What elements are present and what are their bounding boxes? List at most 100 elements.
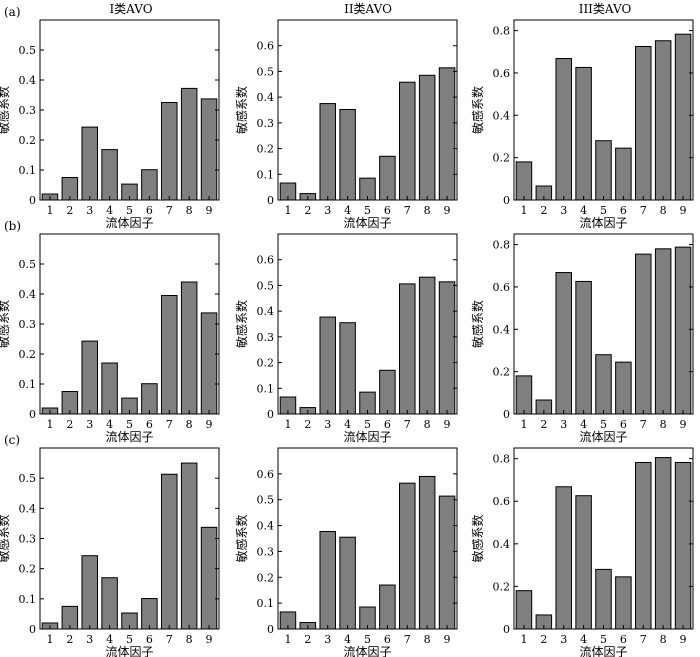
chart-c3-bar-4 <box>575 495 592 630</box>
chart-c1-ytick-label-2: 0.2 <box>19 563 37 576</box>
chart-b3-xtick-label-6: 6 <box>620 418 627 431</box>
chart-c3-xtick-label-6: 6 <box>620 633 627 646</box>
chart-b3-ytick-label-1: 0.2 <box>493 366 511 379</box>
chart-c3-xtick-label-1: 1 <box>520 633 527 646</box>
chart-a1-xtick-label-5: 5 <box>126 204 133 217</box>
chart-a1-bar-4 <box>101 149 118 201</box>
chart-a3-xtick-label-9: 9 <box>680 204 687 217</box>
chart-b2-bar-3 <box>319 316 336 415</box>
chart-a1-ytick-label-1: 0.1 <box>19 164 37 177</box>
chart-a2-ytick-label-5: 0.5 <box>257 65 275 78</box>
chart-a1-ytick-label-3: 0.3 <box>19 104 37 117</box>
chart-c3-ytick-label-2: 0.4 <box>493 538 511 551</box>
chart-a1-xtick-label-8: 8 <box>186 204 193 217</box>
chart-b1-xtick-label-8: 8 <box>186 418 193 431</box>
chart-a2-xtick-label-2: 2 <box>304 204 311 217</box>
chart-c3: 0 0.2 0.4 0.6 0.8 1 2 3 4 5 6 7 8 9 流体因子 敏感系数 <box>470 447 694 657</box>
chart-c2-ylabel: 敏感系数 <box>234 514 249 562</box>
chart-c2-ytick-label-3: 0.3 <box>257 545 275 558</box>
chart-c1-ytick-label-1: 0.1 <box>19 593 37 606</box>
chart-c3-ylabel: 敏感系数 <box>470 514 485 562</box>
chart-c1-xtick-label-6: 6 <box>146 633 153 646</box>
chart-b2-bar-8 <box>418 276 436 415</box>
chart-b1-xtick-label-4: 4 <box>106 418 113 431</box>
chart-a3-bar-3 <box>555 58 572 201</box>
chart-c3-xtick-label-8: 8 <box>660 633 667 646</box>
chart-c3-ytick-label-3: 0.6 <box>493 495 511 508</box>
chart-b3-bar-8 <box>654 248 672 415</box>
chart-c2-ytick-label-2: 0.2 <box>257 571 275 584</box>
chart-a3-ytick-label-4: 0.8 <box>493 25 511 38</box>
chart-a1-ytick-label-0: 0 <box>29 194 36 207</box>
column-titles: I类AVO II类AVO III类AVO <box>109 2 631 16</box>
chart-c3-bar-5 <box>595 568 612 630</box>
chart-a1-xtick-label-9: 9 <box>206 204 213 217</box>
column-title-1: I类AVO <box>109 2 152 16</box>
chart-c2-bar-7 <box>399 482 416 630</box>
chart-c3-bar-1 <box>515 590 533 630</box>
chart-c2-bar-3 <box>319 531 336 630</box>
chart-b1-ytick-label-5: 0.5 <box>19 258 37 271</box>
chart-a2-ylabel: 敏感系数 <box>234 86 249 134</box>
chart-b1-ytick-label-3: 0.3 <box>19 318 37 331</box>
chart-a1-xtick-label-4: 4 <box>106 204 113 217</box>
chart-b3-bar-5 <box>595 354 612 415</box>
chart-b3-ytick-label-3: 0.6 <box>493 281 511 294</box>
chart-c1-bar-6 <box>141 598 158 630</box>
chart-a1-xlabel: 流体因子 <box>105 216 153 230</box>
chart-b2-xtick-label-2: 2 <box>304 418 311 431</box>
chart-a2-xtick-label-5: 5 <box>364 204 371 217</box>
chart-c2-xtick-label-8: 8 <box>424 633 431 646</box>
chart-c1-xtick-label-1: 1 <box>46 633 53 646</box>
chart-a3-xtick-label-5: 5 <box>600 204 607 217</box>
chart-a3-bar-7 <box>635 45 652 201</box>
chart-b1-ytick-label-2: 0.2 <box>19 348 37 361</box>
chart-a1-bar-6 <box>141 169 158 201</box>
chart-b3-ytick-label-2: 0.4 <box>493 323 511 336</box>
chart-b3-xtick-label-9: 9 <box>680 418 687 431</box>
chart-a3-xtick-label-7: 7 <box>640 204 647 217</box>
chart-a1-ytick-label-5: 0.5 <box>19 44 37 57</box>
chart-a2-bar-3 <box>319 103 336 201</box>
chart-b1-xtick-label-1: 1 <box>46 418 53 431</box>
chart-a1-panel-tag: (a) <box>4 5 21 19</box>
chart-b1-bar-7 <box>161 295 178 415</box>
chart-c2-xtick-label-9: 9 <box>444 633 451 646</box>
chart-b2-xtick-label-8: 8 <box>424 418 431 431</box>
chart-a3-xtick-label-3: 3 <box>560 204 567 217</box>
chart-b3-xtick-label-5: 5 <box>600 418 607 431</box>
chart-b1-bar-6 <box>141 383 158 415</box>
chart-a2-xtick-label-8: 8 <box>424 204 431 217</box>
chart-c2-xtick-label-4: 4 <box>344 633 351 646</box>
chart-c3-bar-8 <box>654 457 672 630</box>
chart-b3-xtick-label-4: 4 <box>580 418 587 431</box>
chart-a1-xtick-label-3: 3 <box>86 204 93 217</box>
chart-a2-xtick-label-3: 3 <box>324 204 331 217</box>
chart-b1-ylabel: 敏感系数 <box>0 300 11 348</box>
chart-a2-xtick-label-1: 1 <box>284 204 291 217</box>
chart-c2-xtick-label-5: 5 <box>364 633 371 646</box>
chart-c2-bar-6 <box>379 584 396 630</box>
chart-c3-xtick-label-7: 7 <box>640 633 647 646</box>
chart-c3-bar-3 <box>555 486 572 630</box>
chart-c1-xtick-label-2: 2 <box>66 633 73 646</box>
chart-c1-bar-9 <box>200 526 218 630</box>
chart-b3-bar-3 <box>555 272 572 415</box>
chart-a3-ytick-label-0: 0 <box>503 194 510 207</box>
chart-b2-ytick-label-6: 0.6 <box>257 254 275 267</box>
chart-c2-bar-9 <box>438 495 456 630</box>
column-title-3: III类AVO <box>579 2 632 16</box>
chart-c1-ytick-label-0: 0 <box>29 623 36 636</box>
chart-c3-xtick-label-5: 5 <box>600 633 607 646</box>
chart-a2-ytick-label-3: 0.3 <box>257 117 275 130</box>
chart-a1-bar-9 <box>200 98 218 201</box>
chart-c3-xtick-label-2: 2 <box>540 633 547 646</box>
chart-b2-xlabel: 流体因子 <box>343 430 391 444</box>
chart-b3-ytick-label-4: 0.8 <box>493 239 511 252</box>
chart-c1-xtick-label-8: 8 <box>186 633 193 646</box>
chart-a1-bar-7 <box>161 102 178 201</box>
chart-c1-ytick-label-5: 0.5 <box>19 472 37 485</box>
chart-a2-ytick-label-6: 0.6 <box>257 40 275 53</box>
